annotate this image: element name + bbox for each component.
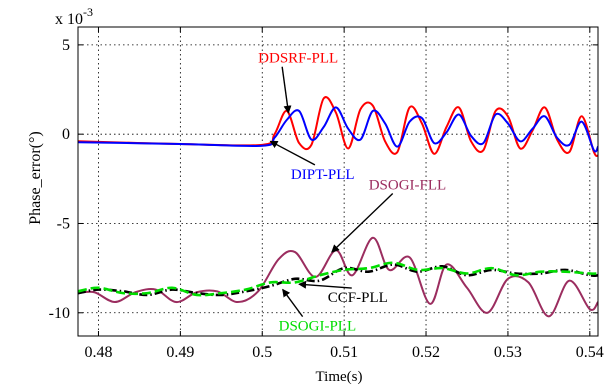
annotation-arrow <box>282 288 304 318</box>
annotation-arrow <box>331 193 394 253</box>
x-tick-label: 0.54 <box>576 344 604 361</box>
grid <box>78 27 598 336</box>
y-tick-label: -10 <box>49 305 70 322</box>
y-axis-scale-label: x 10-3 <box>55 5 93 28</box>
y-tick-label: 0 <box>62 126 70 143</box>
series-dsogi-pll-line <box>78 261 598 297</box>
y-axis-label: Phase_error(°) <box>27 131 44 224</box>
annotation-arrow <box>281 66 292 114</box>
x-axis-label: Time(s) <box>316 369 363 385</box>
annotation-arrow <box>269 140 316 166</box>
annotation-arrow <box>298 280 352 289</box>
series-layer <box>78 96 598 318</box>
x-tick-label: 0.51 <box>330 344 358 361</box>
y-tick-label: 5 <box>62 37 70 54</box>
axes: 0.48 0.49 0.5 0.51 0.52 0.53 0.54 5 0 -5 -10 <box>49 26 604 361</box>
y-axis-scale-base: x 10 <box>55 11 83 28</box>
y-axis-scale-exponent: -3 <box>83 5 93 19</box>
x-tick-label: 0.49 <box>166 344 194 361</box>
annotation-dipt-pll: DIPT-PLL <box>291 167 355 183</box>
x-tick-label: 0.48 <box>84 344 112 361</box>
annotation-dsogi-pll: DSOGI-PLL <box>279 319 357 335</box>
y-tick-label: -5 <box>57 215 70 232</box>
series-dipt-pll-line <box>78 106 598 153</box>
x-tick-label: 0.52 <box>412 344 440 361</box>
x-tick-label: 0.5 <box>252 344 272 361</box>
annotation-ddsrf-pll: DDSRF-PLL <box>258 51 338 67</box>
x-tick-label: 0.53 <box>494 344 522 361</box>
annotation-ccf-pll: CCF-PLL <box>328 290 388 306</box>
annotation-layer: DDSRF-PLL DIPT-PLL DSOGI-FLL CCF-PLL DSOGI-P… <box>258 51 446 335</box>
labels: Time(s) Phase_error(°) x 10-3 <box>27 5 362 385</box>
plot-frame <box>77 26 599 337</box>
annotation-dsogi-fll: DSOGI-FLL <box>369 178 447 194</box>
series-ddsrf-pll-line <box>78 96 598 158</box>
